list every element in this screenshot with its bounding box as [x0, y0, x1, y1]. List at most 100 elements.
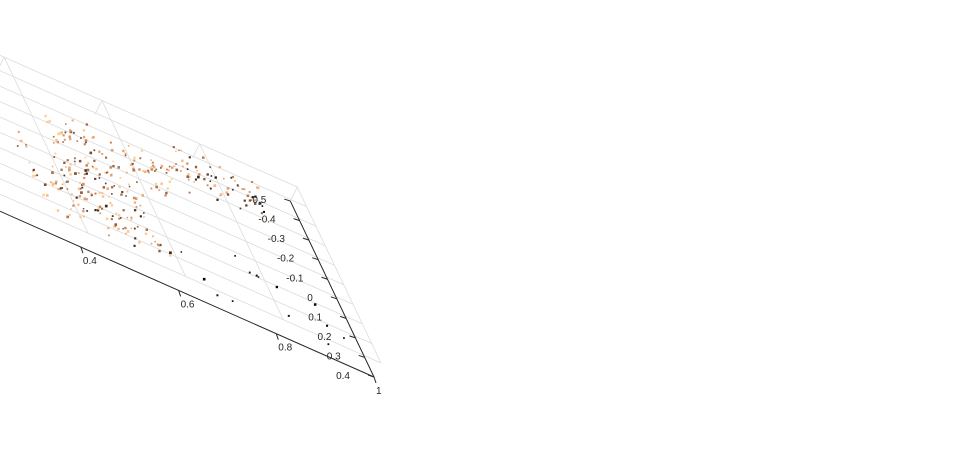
- data-point: [53, 156, 56, 158]
- data-point: [121, 191, 124, 194]
- data-point: [98, 205, 102, 209]
- data-point: [25, 144, 27, 146]
- grid-line-y: [0, 54, 298, 188]
- data-point: [239, 207, 242, 210]
- data-point: [257, 276, 260, 278]
- data-point: [75, 196, 78, 199]
- data-point: [43, 183, 47, 186]
- data-point: [230, 176, 233, 179]
- data-point: [104, 204, 108, 208]
- data-point: [144, 170, 147, 173]
- data-point: [175, 150, 177, 153]
- data-point: [80, 191, 83, 194]
- data-point: [132, 167, 135, 170]
- data-point: [112, 160, 114, 163]
- data-point: [237, 185, 240, 188]
- data-point: [198, 173, 201, 176]
- data-point: [35, 174, 37, 177]
- data-point: [93, 159, 96, 162]
- data-point: [114, 225, 117, 228]
- data-point: [74, 157, 76, 160]
- grid-line-y: [0, 178, 372, 344]
- data-point: [172, 146, 175, 149]
- y-tick-mark: [358, 354, 365, 358]
- data-point: [85, 123, 88, 126]
- data-point: [206, 184, 209, 187]
- data-point: [105, 172, 108, 174]
- data-point: [138, 241, 141, 244]
- data-point: [257, 186, 260, 190]
- data-point: [160, 164, 164, 168]
- data-point: [105, 217, 109, 221]
- data-point: [68, 137, 72, 141]
- data-point: [166, 187, 169, 190]
- data-point: [124, 154, 127, 157]
- data-point: [117, 166, 120, 169]
- data-point: [124, 226, 127, 230]
- data-point: [84, 139, 88, 142]
- y-tick-mark: [330, 296, 337, 300]
- data-point: [76, 140, 79, 142]
- data-point: [56, 140, 60, 144]
- data-point: [82, 210, 85, 213]
- grid-layer: [0, 54, 382, 364]
- data-point: [139, 215, 142, 218]
- data-point: [231, 300, 234, 302]
- grid-line-wall: [0, 56, 5, 67]
- data-point: [70, 193, 73, 196]
- data-point: [202, 277, 206, 281]
- data-point: [125, 232, 127, 235]
- data-point: [82, 129, 85, 132]
- data-point: [168, 180, 171, 183]
- data-point: [243, 188, 246, 191]
- y-tick-mark: [293, 218, 300, 222]
- data-point: [243, 199, 246, 202]
- data-point: [148, 171, 150, 174]
- data-point: [16, 145, 19, 147]
- data-point: [68, 135, 71, 138]
- data-point: [168, 165, 171, 168]
- data-point: [160, 183, 163, 186]
- data-point: [157, 244, 160, 247]
- data-point: [91, 165, 94, 168]
- data-point: [85, 198, 88, 201]
- data-point: [46, 194, 49, 197]
- data-point: [51, 165, 54, 168]
- data-point: [186, 175, 190, 179]
- x-tick-label: 0.4: [83, 256, 97, 267]
- data-point: [287, 314, 290, 317]
- data-point: [261, 205, 264, 207]
- data-point: [98, 191, 101, 194]
- data-point: [150, 159, 152, 161]
- data-point: [81, 186, 84, 189]
- data-point: [62, 134, 65, 137]
- data-point: [85, 164, 88, 167]
- data-point: [106, 171, 109, 174]
- data-point: [125, 195, 127, 197]
- data-point: [142, 170, 145, 173]
- y-tick-label: 0: [307, 293, 313, 304]
- grid-line-y: [0, 162, 363, 325]
- data-point: [120, 193, 123, 196]
- data-point: [77, 203, 80, 206]
- data-point: [110, 218, 113, 220]
- data-point: [115, 212, 118, 215]
- x-tick-mark: [275, 333, 279, 340]
- data-point: [99, 212, 102, 215]
- data-point: [77, 187, 81, 191]
- data-point: [206, 173, 209, 176]
- data-point: [57, 132, 60, 136]
- data-point: [56, 209, 60, 212]
- data-point: [36, 174, 39, 177]
- data-point: [89, 151, 93, 155]
- data-point: [17, 130, 20, 133]
- data-point: [151, 161, 154, 164]
- grid-line-wall: [94, 100, 103, 115]
- y-tick-mark: [349, 335, 356, 339]
- data-point: [80, 137, 82, 139]
- grid-line-wall: [192, 143, 200, 158]
- data-point: [78, 195, 82, 198]
- data-point: [133, 196, 136, 200]
- data-point: [65, 166, 67, 168]
